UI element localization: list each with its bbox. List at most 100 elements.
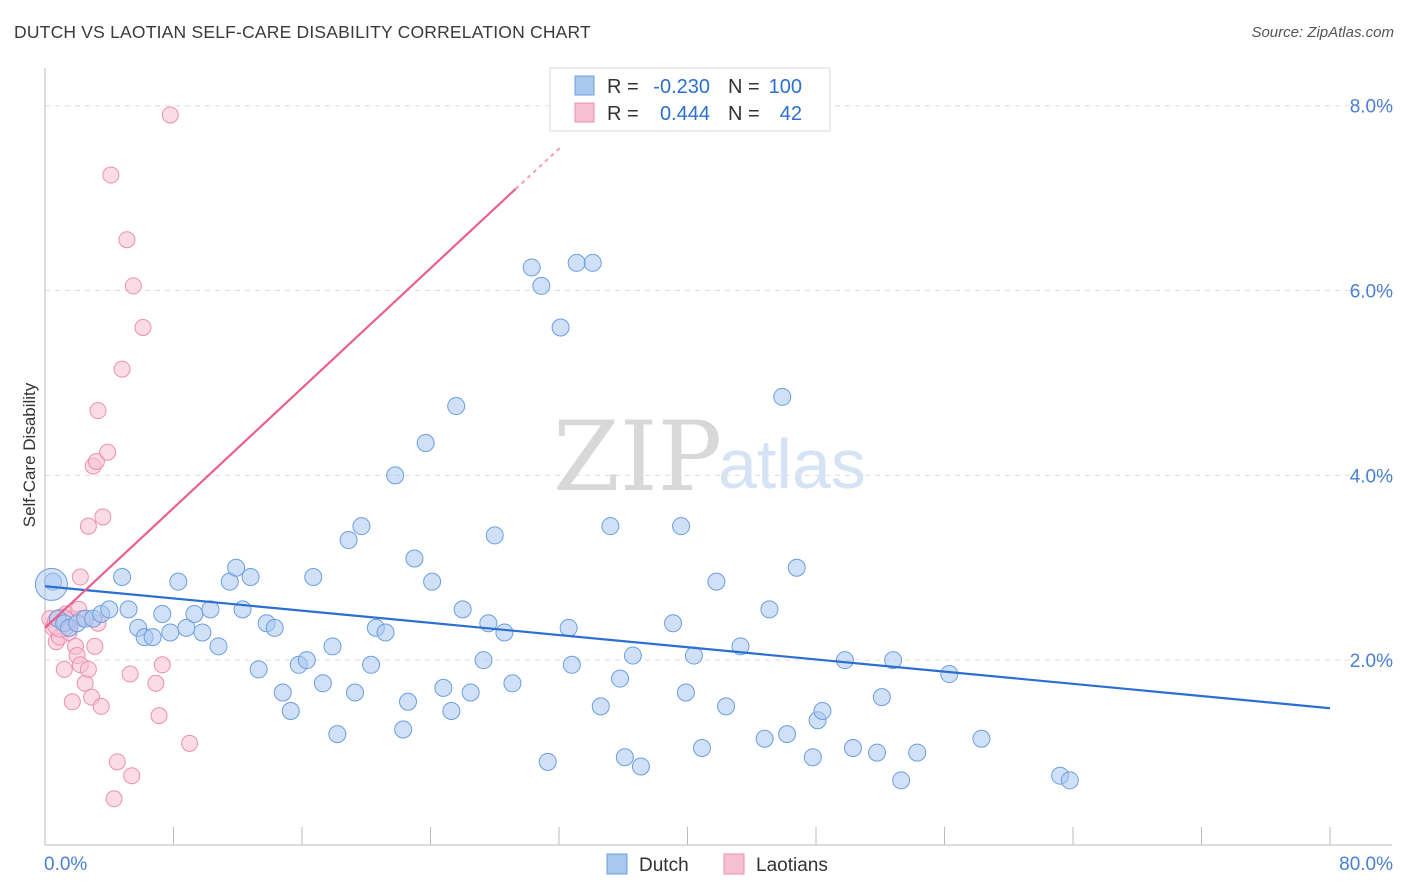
laotian-point bbox=[124, 277, 142, 295]
dutch-point bbox=[522, 258, 541, 277]
dutch-point bbox=[787, 558, 806, 577]
laotian-point bbox=[113, 360, 131, 378]
legend-n-label-dutch: N = bbox=[728, 76, 760, 98]
dutch-point bbox=[611, 669, 630, 688]
dutch-point bbox=[892, 771, 911, 790]
y-tick-label: 6.0% bbox=[1350, 282, 1393, 303]
dutch-point bbox=[323, 637, 342, 656]
dutch-point bbox=[346, 683, 365, 702]
dutch-point bbox=[241, 568, 260, 587]
dutch-point bbox=[399, 692, 418, 711]
dutch-point bbox=[169, 572, 188, 591]
legend-r-label-dutch: R = bbox=[607, 76, 639, 98]
y-tick-label: 2.0% bbox=[1350, 651, 1393, 672]
laotian-point bbox=[63, 693, 81, 711]
watermark-atlas: atlas bbox=[718, 425, 866, 503]
dutch-point bbox=[193, 623, 212, 642]
y-tick-label: 4.0% bbox=[1350, 466, 1393, 487]
laotian-point bbox=[118, 231, 136, 249]
dutch-point bbox=[562, 655, 581, 674]
x-tick-label: 80.0% bbox=[1339, 854, 1393, 875]
x-tick-labels: 0.0% 80.0% bbox=[44, 854, 1393, 875]
dutch-point bbox=[538, 752, 557, 771]
laotian-point bbox=[79, 660, 97, 678]
dutch-series bbox=[34, 253, 1079, 790]
dutch-point bbox=[601, 517, 620, 536]
dutch-point bbox=[615, 748, 634, 767]
laotian-point bbox=[105, 790, 123, 808]
dutch-point bbox=[474, 651, 493, 670]
dutch-point bbox=[352, 517, 371, 536]
y-tick-labels: 2.0% 4.0% 6.0% 8.0% bbox=[1350, 97, 1393, 672]
dutch-point bbox=[631, 757, 650, 776]
dutch-point bbox=[119, 600, 138, 619]
dutch-point bbox=[551, 318, 570, 337]
dutch-point bbox=[423, 572, 442, 591]
dutch-point bbox=[755, 729, 774, 748]
laotian-trend-line bbox=[44, 188, 517, 629]
bottom-legend-swatch-laotian bbox=[723, 853, 745, 875]
dutch-point bbox=[908, 743, 927, 762]
dutch-point bbox=[143, 628, 162, 647]
dutch-point bbox=[447, 397, 466, 416]
bottom-legend-laotians: Laotians bbox=[756, 855, 828, 876]
laotian-point bbox=[79, 517, 97, 535]
watermark-zip: ZIP bbox=[553, 401, 722, 513]
dutch-point bbox=[731, 637, 750, 656]
bottom-legend-dutch: Dutch bbox=[639, 855, 689, 876]
laotian-point bbox=[121, 665, 139, 683]
dutch-point bbox=[405, 549, 424, 568]
laotian-point bbox=[89, 402, 107, 420]
laotian-point bbox=[71, 568, 89, 586]
dutch-point bbox=[778, 725, 797, 744]
dutch-cluster-point bbox=[34, 567, 68, 601]
dutch-point bbox=[664, 614, 683, 633]
dutch-point bbox=[813, 702, 832, 721]
y-axis-label: Self-Care Disability bbox=[20, 382, 39, 527]
dutch-point bbox=[304, 568, 323, 587]
laotian-point bbox=[150, 707, 168, 725]
dutch-point bbox=[684, 646, 703, 665]
axes bbox=[44, 68, 1392, 846]
dutch-point bbox=[583, 253, 602, 272]
dutch-point bbox=[773, 387, 792, 406]
dutch-point bbox=[416, 434, 435, 453]
bottom-legend-swatch-dutch bbox=[606, 853, 628, 875]
dutch-point bbox=[591, 697, 610, 716]
laotian-point bbox=[102, 166, 120, 184]
dutch-point bbox=[623, 646, 642, 665]
dutch-point bbox=[434, 678, 453, 697]
laotian-point bbox=[147, 674, 165, 692]
dutch-point bbox=[281, 702, 300, 721]
dutch-point bbox=[209, 637, 228, 656]
gridlines bbox=[45, 105, 1392, 661]
dutch-point bbox=[760, 600, 779, 619]
dutch-point bbox=[328, 725, 347, 744]
dutch-point bbox=[313, 674, 332, 693]
dutch-point bbox=[532, 276, 551, 295]
dutch-point bbox=[273, 683, 292, 702]
legend-swatch-dutch bbox=[574, 75, 595, 96]
dutch-point bbox=[297, 651, 316, 670]
watermark: ZIP atlas bbox=[553, 401, 866, 513]
laotian-point bbox=[108, 753, 126, 771]
dutch-point bbox=[717, 697, 736, 716]
dutch-point bbox=[153, 604, 172, 623]
dutch-point bbox=[339, 531, 358, 550]
dutch-point bbox=[386, 466, 405, 485]
laotian-point bbox=[123, 767, 141, 785]
laotian-point bbox=[134, 319, 152, 337]
legend-swatch-laotian bbox=[574, 102, 595, 123]
dutch-point bbox=[835, 651, 854, 670]
dutch-point bbox=[872, 688, 891, 707]
dutch-point bbox=[161, 623, 180, 642]
dutch-point bbox=[559, 618, 578, 637]
dutch-point bbox=[843, 738, 862, 757]
chart-title: DUTCH VS LAOTIAN SELF-CARE DISABILITY CO… bbox=[14, 22, 591, 42]
laotian-point bbox=[86, 637, 104, 655]
laotian-series bbox=[41, 106, 199, 808]
laotian-point bbox=[55, 660, 73, 678]
laotian-point bbox=[181, 734, 199, 752]
trend-lines bbox=[44, 146, 1331, 710]
